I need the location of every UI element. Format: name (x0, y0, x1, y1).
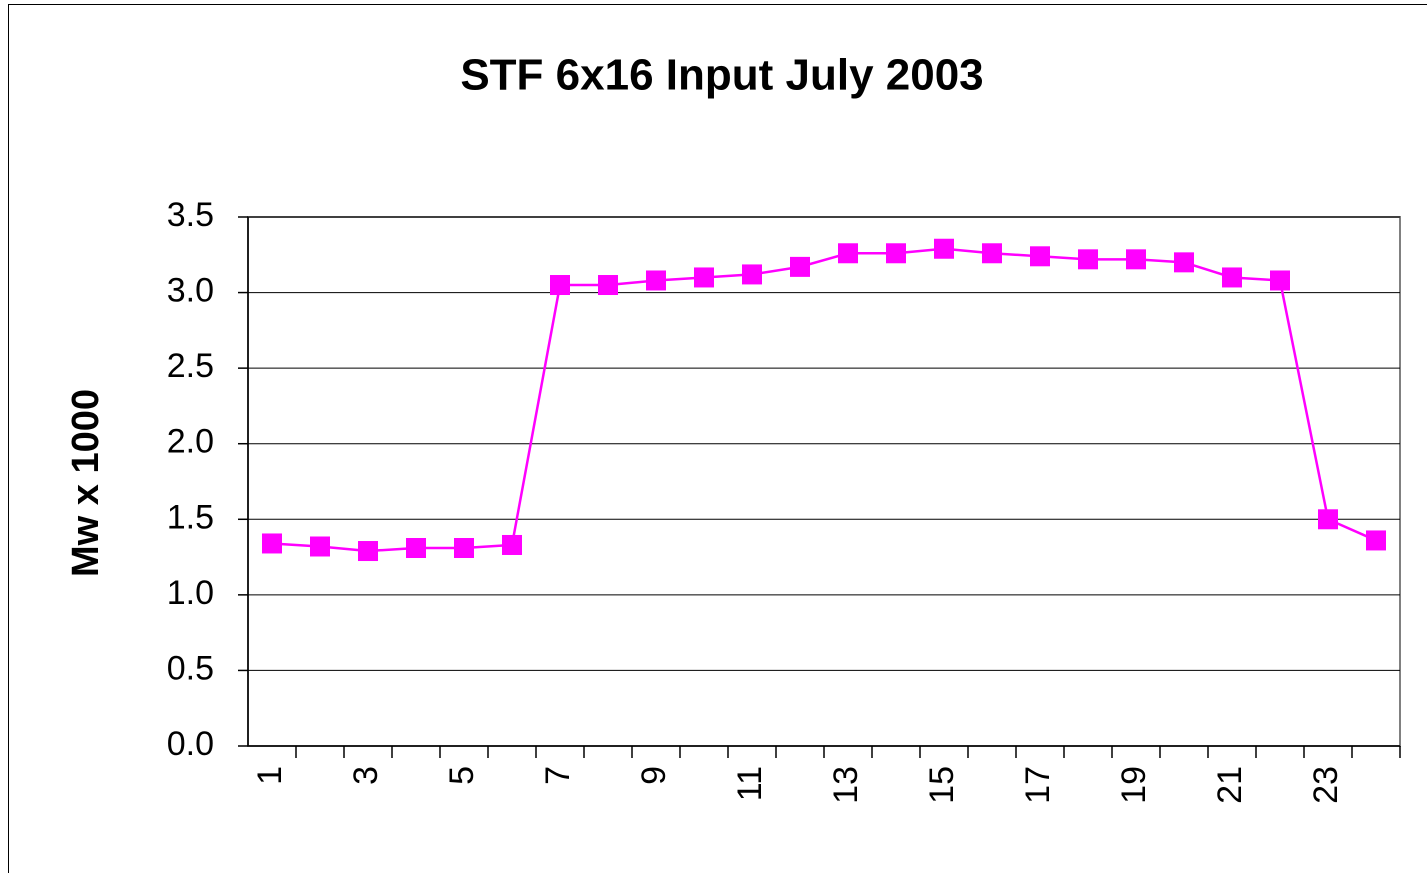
x-tick-label: 13 (827, 766, 865, 804)
data-point (1270, 270, 1290, 291)
x-tick-label: 1 (251, 766, 289, 785)
data-point (1222, 267, 1242, 288)
y-tick-label: 3.0 (167, 272, 214, 310)
data-point (1318, 509, 1338, 530)
y-tick-label: 1.5 (167, 498, 214, 536)
y-tick-label: 2.0 (167, 423, 214, 461)
y-tick-label: 1.0 (167, 574, 214, 612)
x-tick-label: 23 (1307, 766, 1345, 804)
data-point (790, 256, 810, 277)
data-point (1078, 249, 1098, 270)
data-point (598, 275, 618, 296)
y-tick-label: 2.5 (167, 347, 214, 385)
x-tick-label: 7 (539, 766, 577, 785)
x-tick-label: 21 (1211, 766, 1249, 804)
chart-frame (8, 4, 1427, 873)
data-point (262, 533, 282, 554)
data-point (646, 270, 666, 291)
data-point (934, 238, 954, 259)
x-tick-label: 9 (635, 766, 673, 785)
data-line (271, 247, 1377, 553)
x-tick-label: 11 (731, 766, 769, 801)
plot-area (247, 216, 1401, 747)
y-tick-label: 0.5 (167, 649, 214, 687)
data-point (358, 541, 378, 562)
data-point (1126, 249, 1146, 270)
x-tick-label: 15 (923, 766, 961, 804)
x-tick-label: 17 (1019, 766, 1057, 804)
x-tick-label: 19 (1115, 766, 1153, 804)
data-point (550, 275, 570, 296)
y-tick-label: 3.5 (167, 196, 214, 234)
data-point (1174, 252, 1194, 273)
data-point (1030, 246, 1050, 267)
data-point (454, 538, 474, 559)
data-point (838, 243, 858, 264)
data-point (694, 267, 714, 288)
data-point (982, 243, 1002, 264)
x-tick-label: 3 (347, 766, 385, 785)
data-point (742, 264, 762, 285)
data-point (1366, 530, 1386, 551)
data-point (502, 534, 522, 555)
data-point (310, 536, 330, 557)
y-axis-label: Mw x 1000 (65, 389, 107, 577)
y-tick-label: 0.0 (167, 725, 214, 763)
chart-title: STF 6x16 Input July 2003 (460, 51, 983, 100)
data-point (886, 243, 906, 264)
x-tick-label: 5 (443, 766, 481, 785)
data-point (406, 538, 426, 559)
